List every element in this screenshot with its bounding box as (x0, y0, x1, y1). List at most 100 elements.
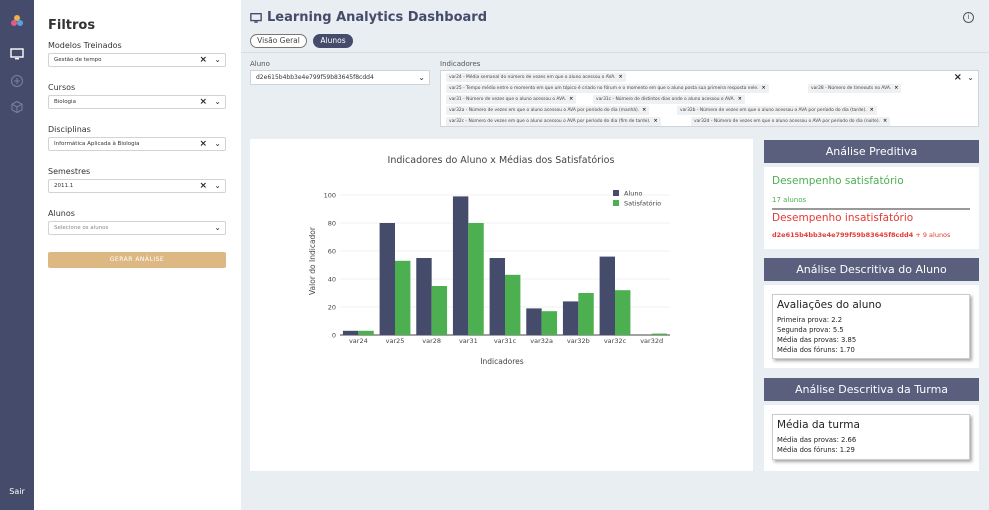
chevron-down-icon[interactable]: ⌄ (214, 55, 221, 64)
remove-chip-icon[interactable]: × (869, 107, 874, 113)
y-axis-label: Valor do Indicador (308, 226, 317, 295)
indicator-chip: var28 - Número de timeouts no AVA. × (808, 84, 902, 93)
class-average-title: Média da turma (777, 419, 860, 431)
students-placeholder: Selecione os alunos (54, 225, 109, 231)
x-tick-label: var32c (604, 337, 627, 345)
bar-var28-satisfatório (431, 286, 448, 335)
chevron-down-icon[interactable]: ⌄ (967, 73, 974, 82)
clear-all-icon[interactable]: × (953, 72, 962, 83)
indicator-chip: var31 - Número de vezes que o aluno aces… (446, 95, 577, 104)
x-tick-label: var32d (640, 337, 663, 345)
chevron-down-icon[interactable]: ⌄ (214, 97, 221, 106)
indicator-chip: var32c - Número de vezes em que o aluno … (446, 117, 661, 126)
indicator-chip: var32a - Número de vezes em que o aluno … (446, 106, 650, 115)
indicator-chip: var32b - Número de vezes em que o aluno … (677, 106, 877, 115)
students-label: Alunos (48, 209, 75, 218)
remove-chip-icon[interactable]: × (894, 85, 899, 91)
y-tick-label: 100 (324, 192, 336, 200)
remove-chip-icon[interactable]: × (737, 96, 742, 102)
satisfactory-label: Desempenho satisfatório (772, 175, 904, 187)
predictive-card: Desempenho satisfatório 17 alunos Desemp… (764, 167, 979, 249)
class-line: Média dos fóruns: 1.29 (777, 446, 855, 454)
aluno-select[interactable]: d2e615b4bb3e4e799f59b83645f8cdd4 ⌄ (250, 70, 430, 85)
bar-var28-aluno (416, 258, 432, 335)
y-tick-label: 40 (328, 276, 336, 284)
remove-chip-icon[interactable]: × (653, 118, 658, 124)
left-rail: Sair (0, 0, 34, 510)
x-tick-label: var24 (349, 337, 368, 345)
unsatisfactory-label: Desempenho insatisfatório (772, 212, 914, 224)
clear-icon[interactable]: × (199, 55, 207, 65)
x-tick-label: var31c (494, 337, 517, 345)
bar-var32a-satisfatório (541, 311, 558, 335)
clear-icon[interactable]: × (199, 139, 207, 149)
indicator-chip: var31c - Número de distintos dias onde o… (593, 95, 745, 104)
students-select[interactable]: Selecione os alunos ⌄ (48, 221, 226, 235)
aluno-label: Aluno (250, 60, 270, 68)
cube-icon[interactable] (10, 100, 24, 114)
page-title: Learning Analytics Dashboard (267, 10, 488, 25)
bar-var31-aluno (452, 196, 469, 335)
indicator-chip: var25 - Tempo médio entre o momento em q… (446, 84, 769, 93)
remove-chip-icon[interactable]: × (761, 85, 766, 91)
info-icon[interactable]: i (963, 12, 974, 23)
y-tick-label: 80 (328, 220, 336, 228)
tab-alunos[interactable]: Alunos (313, 34, 353, 48)
monitor-icon[interactable] (10, 47, 24, 61)
models-value: Gestão de tempo (54, 57, 102, 63)
logout-link[interactable]: Sair (9, 487, 25, 496)
remove-chip-icon[interactable]: × (618, 74, 623, 80)
grade-line: Segunda prova: 5.5 (777, 326, 844, 334)
courses-select[interactable]: Biologia × ⌄ (48, 95, 226, 109)
aluno-value: d2e615b4bb3e4e799f59b83645f8cdd4 (256, 74, 374, 81)
bar-var32b-aluno (562, 301, 579, 335)
disciplines-value: Informática Aplicada à Biologia (54, 141, 140, 147)
remove-chip-icon[interactable]: × (569, 96, 574, 102)
y-tick-label: 20 (328, 304, 336, 312)
models-select[interactable]: Gestão de tempo × ⌄ (48, 53, 226, 67)
bar-var31c-aluno (489, 258, 505, 335)
disciplines-select[interactable]: Informática Aplicada à Biologia × ⌄ (48, 137, 226, 151)
remove-chip-icon[interactable]: × (642, 107, 647, 113)
class-desc-header: Análise Descritiva da Turma (764, 378, 979, 401)
legend-label: Satisfatório (624, 200, 661, 208)
chevron-down-icon[interactable]: ⌄ (418, 73, 425, 82)
class-desc-card: Média da turma Média das provas: 2.66 Mé… (764, 405, 979, 471)
x-tick-label: var32b (567, 337, 590, 345)
indicadores-label: Indicadores (440, 60, 481, 68)
chevron-down-icon[interactable]: ⌄ (214, 223, 221, 232)
student-grades-title: Avaliações do aluno (777, 299, 882, 311)
bar-var31-satisfatório (468, 223, 484, 335)
x-tick-label: var25 (386, 337, 405, 345)
predictive-header: Análise Preditiva (764, 140, 979, 163)
chart-title: Indicadores do Aluno x Médias dos Satisf… (388, 155, 615, 166)
indicator-chip: var32d - Número de vezes em que o aluno … (691, 117, 891, 126)
chevron-down-icon[interactable]: ⌄ (214, 139, 221, 148)
bar-var24-aluno (342, 330, 359, 335)
bar-chart: Indicadores do Aluno x Médias dos Satisf… (308, 155, 670, 366)
bar-var32d-satisfatório (651, 333, 668, 335)
filters-panel: Filtros Modelos Treinados Gestão de temp… (34, 0, 241, 510)
chevron-down-icon[interactable]: ⌄ (214, 181, 221, 190)
add-circle-icon[interactable] (10, 74, 24, 88)
courses-value: Biologia (54, 99, 76, 105)
satisfactory-count[interactable]: 17 alunos (772, 196, 807, 204)
bar-var32c-aluno (599, 256, 615, 335)
clear-icon[interactable]: × (199, 181, 207, 191)
y-tick-label: 0 (332, 332, 336, 340)
clear-icon[interactable]: × (199, 97, 207, 107)
bar-var32c-satisfatório (615, 290, 631, 335)
unsatisfactory-students[interactable]: d2e615b4bb3e4e799f59b83645f8cdd4 + 9 alu… (772, 231, 951, 239)
bar-var32b-satisfatório (578, 293, 594, 335)
generate-analysis-button[interactable]: GERAR ANÁLISE (48, 252, 226, 268)
grade-line: Média dos fóruns: 1.70 (777, 346, 855, 354)
bar-var25-aluno (379, 223, 395, 335)
indicadores-select[interactable]: var24 - Média semanal do número de vezes… (440, 70, 979, 127)
models-label: Modelos Treinados (48, 41, 122, 50)
tab-visao-geral[interactable]: Visão Geral (250, 34, 307, 48)
bar-var25-satisfatório (395, 260, 411, 335)
grade-line: Primeira prova: 2.2 (777, 316, 843, 324)
semesters-select[interactable]: 2011.1 × ⌄ (48, 179, 226, 193)
app-logo-icon (11, 15, 23, 26)
remove-chip-icon[interactable]: × (883, 118, 888, 124)
